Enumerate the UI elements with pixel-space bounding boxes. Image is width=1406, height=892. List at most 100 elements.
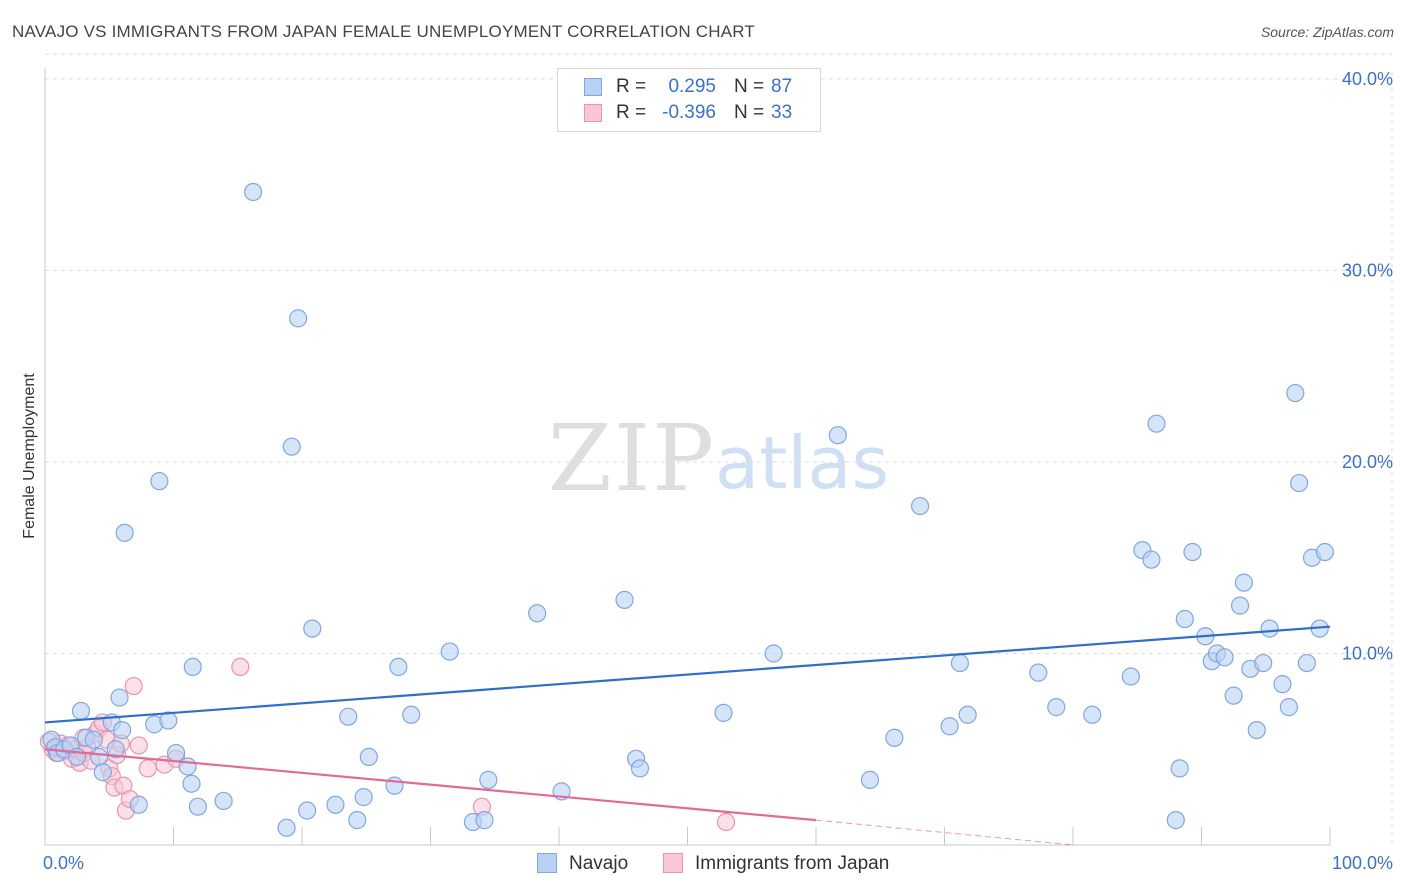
series-label-japan: Immigrants from Japan — [695, 853, 890, 874]
navajo-point — [714, 703, 733, 722]
navajo-point — [1247, 720, 1266, 740]
navajo-point — [1215, 648, 1234, 667]
y-tick-label: 40.0% — [1342, 69, 1393, 89]
navajo-point — [1047, 698, 1066, 717]
navajo-point — [1224, 686, 1243, 705]
navajo-points — [42, 182, 1334, 837]
navajo-point — [885, 728, 904, 747]
watermark: ZIP atlas — [548, 405, 889, 512]
navajo-point — [440, 642, 459, 661]
japan-point — [231, 657, 250, 677]
navajo-point — [940, 717, 959, 736]
navajo-point — [354, 788, 373, 807]
series-swatch-japan — [663, 853, 683, 873]
navajo-point — [910, 496, 930, 516]
navajo-point — [159, 711, 178, 730]
navajo-point — [289, 309, 308, 328]
y-axis-label: Female Unemployment — [21, 373, 38, 539]
navajo-point — [958, 705, 977, 724]
navajo-point — [1273, 675, 1292, 694]
navajo-point — [339, 707, 358, 726]
navajo-point — [178, 757, 197, 776]
legend-row-navajo: R = 0.295 N = 87 — [558, 74, 820, 100]
navajo-point — [166, 743, 186, 763]
navajo-point — [282, 437, 301, 456]
navajo-point — [71, 701, 91, 721]
grid-lines — [45, 53, 1393, 845]
navajo-point — [277, 818, 296, 837]
navajo-point — [389, 657, 408, 677]
navajo-point — [112, 720, 132, 740]
series-label-navajo: Navajo — [569, 853, 629, 874]
navajo-point — [1254, 653, 1273, 673]
navajo-trend-line — [44, 625, 1331, 724]
navajo-point — [359, 747, 378, 767]
navajo-point — [385, 776, 404, 795]
legend-r-value: 0.295 — [668, 76, 716, 97]
navajo-point — [528, 604, 547, 623]
navajo-point — [89, 747, 109, 767]
navajo-point — [1315, 542, 1334, 562]
japan-point — [138, 759, 157, 778]
japan-trend-extension — [815, 819, 1074, 846]
navajo-point — [828, 426, 847, 445]
navajo-point — [244, 182, 263, 202]
navajo-point — [475, 811, 494, 830]
legend-n-value: 87 — [771, 76, 793, 97]
navajo-point — [860, 770, 880, 789]
navajo-point — [1279, 698, 1298, 717]
navajo-point — [1260, 619, 1279, 638]
navajo-point — [1029, 663, 1048, 682]
navajo-point — [303, 619, 322, 638]
navajo-point — [402, 705, 421, 724]
navajo-point — [150, 472, 169, 491]
navajo-point — [1142, 550, 1161, 569]
navajo-point — [1170, 759, 1189, 778]
legend-r-value: -0.396 — [662, 102, 716, 123]
legend-r-label: R = — [616, 102, 647, 123]
legend-swatch-navajo — [584, 78, 602, 96]
navajo-point — [298, 801, 317, 820]
navajo-point — [182, 774, 201, 793]
chart-title: NAVAJO VS IMMIGRANTS FROM JAPAN FEMALE U… — [12, 22, 755, 41]
japan-trend-line — [44, 748, 817, 822]
x-tick-label: 100.0% — [1332, 853, 1393, 873]
watermark-atlas: atlas — [715, 421, 889, 505]
legend-r-label: R = — [616, 76, 647, 97]
x-tick-label: 0.0% — [43, 853, 84, 873]
tick-labels: 10.0% 20.0% 30.0% 40.0% 0.0% 100.0% — [43, 69, 1393, 873]
series-swatch-navajo — [537, 853, 557, 873]
navajo-point — [1147, 414, 1166, 433]
navajo-point — [1290, 473, 1309, 493]
correlation-legend: R = 0.295 N = 87 R = -0.396 N = 33 — [557, 68, 821, 132]
navajo-point — [84, 730, 103, 749]
navajo-point — [129, 795, 148, 814]
legend-row-japan: R = -0.396 N = 33 — [558, 100, 820, 126]
legend-n-value: 33 — [771, 102, 793, 123]
navajo-point — [1297, 653, 1316, 673]
source-label: Source: ZipAtlas.com — [1260, 24, 1394, 40]
navajo-point — [1175, 609, 1194, 629]
navajo-point — [1230, 596, 1250, 615]
y-tick-label: 30.0% — [1342, 261, 1393, 281]
legend-swatch-japan — [584, 104, 602, 122]
navajo-point — [348, 811, 367, 830]
navajo-point — [93, 763, 112, 782]
axes — [44, 68, 1331, 846]
navajo-point — [1121, 667, 1140, 686]
navajo-point — [630, 759, 650, 778]
navajo-point — [1286, 383, 1305, 403]
watermark-zip: ZIP — [548, 405, 716, 512]
y-tick-label: 20.0% — [1342, 452, 1393, 472]
japan-point — [716, 812, 736, 832]
navajo-point — [115, 523, 134, 542]
navajo-point — [950, 653, 970, 673]
legend-n-label: N = — [734, 76, 765, 97]
navajo-point — [615, 590, 634, 609]
japan-point — [124, 676, 143, 696]
navajo-point — [1166, 811, 1185, 830]
trend-lines — [44, 625, 1331, 846]
legend-n-label: N = — [734, 102, 765, 123]
navajo-point — [214, 791, 233, 811]
